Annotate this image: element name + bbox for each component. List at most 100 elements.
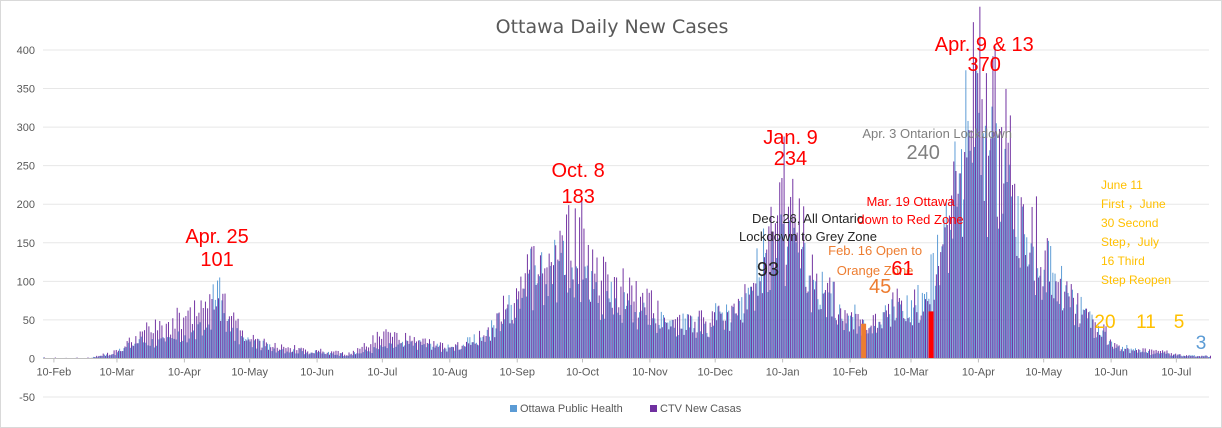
bar-ottawa-public-health bbox=[593, 289, 595, 359]
bar-ottawa-public-health bbox=[230, 331, 232, 359]
bar-ctv-new-cases bbox=[703, 317, 705, 359]
bar-ctv-new-cases bbox=[546, 267, 548, 359]
bar-ctv-new-cases bbox=[400, 343, 402, 359]
bar-ottawa-public-health bbox=[602, 314, 604, 359]
bar-ctv-new-cases bbox=[1016, 255, 1018, 359]
bar-ottawa-public-health bbox=[793, 227, 795, 359]
bar-ctv-new-cases bbox=[566, 214, 568, 359]
bar-ctv-new-cases bbox=[413, 337, 415, 359]
bar-ottawa-public-health bbox=[780, 214, 782, 359]
bar-ctv-new-cases bbox=[128, 337, 130, 359]
y-tick-label: 300 bbox=[17, 122, 35, 134]
bar-ottawa-public-health bbox=[950, 229, 952, 359]
bar-ctv-new-cases bbox=[1038, 277, 1040, 359]
bar-ottawa-public-health bbox=[1169, 355, 1171, 359]
bar-ctv-new-cases bbox=[709, 322, 711, 359]
bar-ctv-new-cases bbox=[642, 292, 644, 359]
bar-ottawa-public-health bbox=[1098, 325, 1100, 359]
bar-ctv-new-cases bbox=[1129, 353, 1131, 359]
bar-ctv-new-cases bbox=[572, 279, 574, 359]
bar-ottawa-public-health bbox=[1063, 308, 1065, 359]
bar-ottawa-public-health bbox=[980, 175, 982, 359]
bar-ottawa-public-health bbox=[332, 353, 334, 359]
bar-ctv-new-cases bbox=[1075, 313, 1077, 359]
bar-ctv-new-cases bbox=[1014, 183, 1016, 359]
bar-ottawa-public-health bbox=[541, 252, 543, 359]
bar-ottawa-public-health bbox=[599, 319, 601, 359]
bar-ottawa-public-health bbox=[234, 340, 236, 359]
bar-ctv-new-cases bbox=[209, 294, 211, 359]
bar-ottawa-public-health bbox=[921, 292, 923, 359]
bar-ctv-new-cases bbox=[326, 352, 328, 359]
bar-ctv-new-cases bbox=[872, 315, 874, 359]
bar-ctv-new-cases bbox=[94, 357, 95, 359]
bar-ottawa-public-health bbox=[643, 302, 645, 359]
bar-ctv-new-cases bbox=[418, 340, 420, 359]
bar-ottawa-public-health bbox=[1028, 264, 1030, 359]
bar-ctv-new-cases bbox=[640, 296, 642, 359]
bar-ottawa-public-health bbox=[882, 312, 884, 359]
annotation-text: 16 Third bbox=[1101, 254, 1145, 268]
bar-ctv-new-cases bbox=[457, 342, 459, 359]
bar-ottawa-public-health bbox=[843, 330, 845, 359]
bar-ottawa-public-health bbox=[591, 271, 593, 359]
bar-ottawa-public-health bbox=[1002, 213, 1004, 359]
bar-ctv-new-cases bbox=[124, 346, 126, 359]
bar-ottawa-public-health bbox=[393, 347, 395, 359]
bar-ottawa-public-health bbox=[288, 352, 290, 359]
bar-ottawa-public-health bbox=[184, 335, 186, 359]
bar-ottawa-public-health bbox=[971, 162, 973, 359]
bar-ottawa-public-health bbox=[421, 344, 423, 359]
annotation-label: Mar. 19 Ottawa bbox=[866, 194, 955, 209]
bar-ottawa-public-health bbox=[295, 353, 297, 359]
bar-ctv-new-cases bbox=[311, 352, 313, 359]
bar-ctv-new-cases bbox=[1209, 355, 1211, 359]
bar-ctv-new-cases bbox=[690, 315, 692, 359]
bar-ctv-new-cases bbox=[692, 332, 694, 359]
bar-ottawa-public-health bbox=[1058, 303, 1060, 359]
bar-ctv-new-cases bbox=[672, 319, 674, 359]
bar-ottawa-public-health bbox=[723, 329, 725, 359]
bar-ctv-new-cases bbox=[200, 300, 202, 359]
bar-ctv-new-cases bbox=[409, 335, 411, 359]
bar-ctv-new-cases bbox=[1175, 353, 1177, 359]
bar-ottawa-public-health bbox=[428, 343, 430, 359]
bar-ctv-new-cases bbox=[1081, 314, 1083, 359]
bar-ctv-new-cases bbox=[1005, 88, 1007, 359]
bar-ctv-new-cases bbox=[318, 350, 320, 359]
bar-ctv-new-cases bbox=[883, 312, 885, 359]
bar-ottawa-public-health bbox=[1130, 348, 1132, 359]
bar-ctv-new-cases bbox=[622, 268, 624, 359]
y-tick-label: 200 bbox=[17, 199, 35, 211]
bar-ottawa-public-health bbox=[545, 284, 547, 359]
bar-ottawa-public-health bbox=[391, 343, 393, 359]
bar-ottawa-public-health bbox=[900, 304, 902, 359]
bar-ottawa-public-health bbox=[1165, 353, 1167, 359]
bar-ottawa-public-health bbox=[961, 149, 962, 359]
bar-ctv-new-cases bbox=[909, 322, 911, 359]
bar-ctv-new-cases bbox=[609, 302, 611, 359]
bar-ctv-new-cases bbox=[955, 170, 957, 359]
bar-ottawa-public-health bbox=[1121, 346, 1123, 359]
bar-ctv-new-cases bbox=[1035, 196, 1037, 359]
bar-ottawa-public-health bbox=[465, 346, 467, 359]
bar-ottawa-public-health bbox=[878, 321, 880, 359]
bar-ctv-new-cases bbox=[157, 330, 159, 359]
bar-ctv-new-cases bbox=[133, 345, 135, 359]
bar-ctv-new-cases bbox=[1092, 319, 1094, 359]
bar-ctv-new-cases bbox=[122, 351, 124, 359]
bar-ottawa-public-health bbox=[721, 312, 723, 359]
bar-ottawa-public-health bbox=[356, 353, 358, 359]
bar-ottawa-public-health bbox=[506, 308, 508, 359]
bar-ctv-new-cases bbox=[117, 350, 119, 359]
bar-ottawa-public-health bbox=[97, 356, 99, 359]
bar-ctv-new-cases bbox=[761, 293, 763, 359]
bar-ctv-new-cases bbox=[1172, 354, 1174, 359]
bar-ctv-new-cases bbox=[152, 333, 154, 359]
bar-ottawa-public-health bbox=[210, 329, 212, 359]
bar-ctv-new-cases bbox=[570, 260, 572, 359]
bar-ctv-new-cases bbox=[655, 323, 657, 359]
bar-ctv-new-cases bbox=[496, 313, 498, 359]
bar-ottawa-public-health bbox=[436, 343, 438, 359]
bar-ottawa-public-health bbox=[589, 299, 590, 359]
